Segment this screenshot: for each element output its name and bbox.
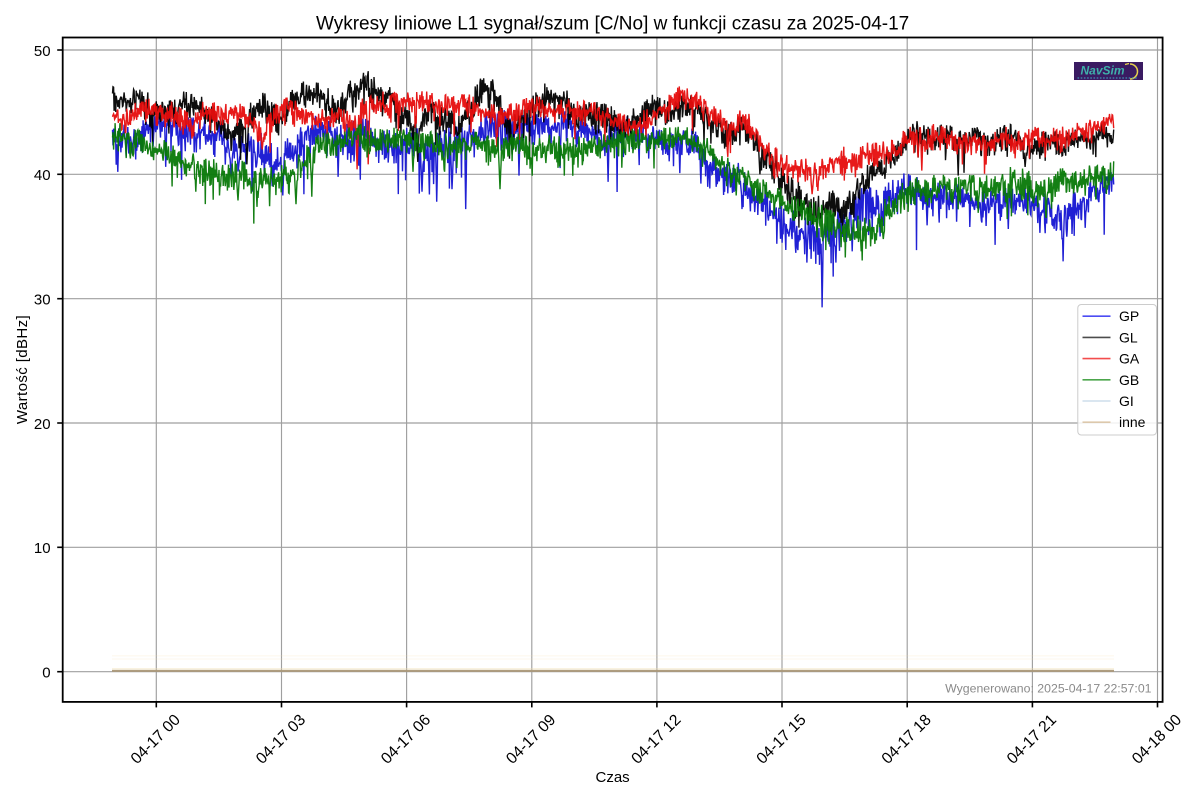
svg-text:40: 40 — [34, 167, 51, 184]
svg-text:50: 50 — [34, 43, 51, 60]
svg-text:30: 30 — [34, 292, 51, 309]
svg-text:Wygenerowano: 2025-04-17 22:57: Wygenerowano: 2025-04-17 22:57:01 — [945, 682, 1152, 696]
svg-text:Wykresy liniowe L1 sygnał/szum: Wykresy liniowe L1 sygnał/szum [C/No] w … — [316, 14, 909, 35]
svg-text:inne: inne — [1119, 414, 1146, 430]
svg-text:0: 0 — [42, 665, 50, 682]
svg-text:GB: GB — [1119, 372, 1139, 388]
svg-text:GA: GA — [1119, 351, 1140, 367]
svg-text:GI: GI — [1119, 393, 1134, 409]
svg-text:20: 20 — [34, 416, 51, 433]
svg-text:GP: GP — [1119, 308, 1139, 324]
svg-text:Wartość [dBHz]: Wartość [dBHz] — [14, 315, 31, 424]
svg-text:Czas: Czas — [596, 769, 630, 786]
svg-text:10: 10 — [34, 540, 51, 557]
svg-text:NavSim: NavSim — [1080, 64, 1124, 78]
svg-text:GL: GL — [1119, 329, 1138, 345]
